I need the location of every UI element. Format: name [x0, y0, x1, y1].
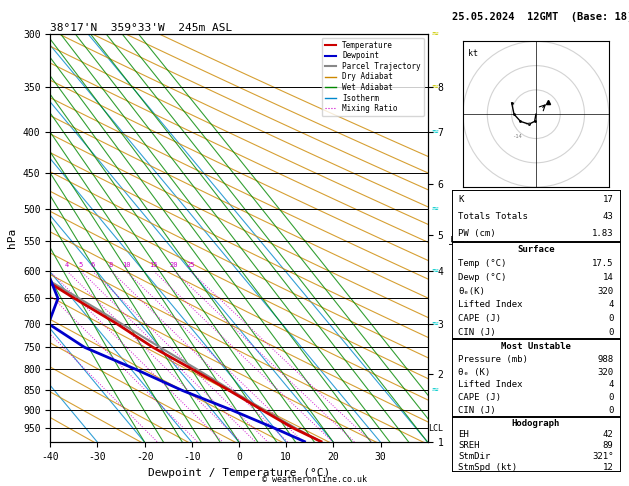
- Text: Lifted Index: Lifted Index: [459, 300, 523, 309]
- Text: 20: 20: [170, 262, 179, 268]
- Text: 1.83: 1.83: [592, 229, 613, 238]
- Text: 0: 0: [608, 393, 613, 402]
- Text: Lifted Index: Lifted Index: [459, 381, 523, 389]
- Text: StmDir: StmDir: [459, 451, 491, 461]
- Text: 0: 0: [608, 314, 613, 323]
- Text: K: K: [459, 195, 464, 204]
- Y-axis label: km
ASL: km ASL: [449, 229, 470, 247]
- Text: 4: 4: [608, 381, 613, 389]
- Text: Totals Totals: Totals Totals: [459, 212, 528, 221]
- Text: 320: 320: [598, 287, 613, 295]
- Text: 321°: 321°: [592, 451, 613, 461]
- Text: 6: 6: [91, 262, 94, 268]
- Text: 12: 12: [603, 463, 613, 471]
- Text: 4: 4: [65, 262, 69, 268]
- Text: 4: 4: [608, 300, 613, 309]
- Text: 15: 15: [150, 262, 158, 268]
- Text: ≈: ≈: [431, 82, 438, 92]
- Text: CIN (J): CIN (J): [459, 328, 496, 337]
- Text: 25.05.2024  12GMT  (Base: 18): 25.05.2024 12GMT (Base: 18): [452, 12, 629, 22]
- Y-axis label: hPa: hPa: [8, 228, 18, 248]
- Text: 0: 0: [608, 406, 613, 415]
- Text: 988: 988: [598, 355, 613, 364]
- Text: 43: 43: [603, 212, 613, 221]
- Text: CAPE (J): CAPE (J): [459, 314, 501, 323]
- Text: ≈: ≈: [431, 29, 438, 39]
- Text: 89: 89: [603, 441, 613, 450]
- Text: ≈: ≈: [431, 319, 438, 329]
- Text: -14: -14: [512, 134, 522, 139]
- Text: Hodograph: Hodograph: [512, 418, 560, 428]
- Text: -7: -7: [524, 122, 530, 127]
- Text: LCL: LCL: [428, 424, 443, 433]
- Text: ≈: ≈: [431, 385, 438, 395]
- Text: SREH: SREH: [459, 441, 480, 450]
- Text: EH: EH: [459, 430, 469, 438]
- Text: 10: 10: [121, 262, 130, 268]
- Legend: Temperature, Dewpoint, Parcel Trajectory, Dry Adiabat, Wet Adiabat, Isotherm, Mi: Temperature, Dewpoint, Parcel Trajectory…: [321, 38, 424, 116]
- X-axis label: Dewpoint / Temperature (°C): Dewpoint / Temperature (°C): [148, 468, 330, 478]
- Text: 17.5: 17.5: [592, 259, 613, 268]
- Text: 320: 320: [598, 367, 613, 377]
- Text: 14: 14: [603, 273, 613, 282]
- Text: 8: 8: [109, 262, 113, 268]
- Text: Dewp (°C): Dewp (°C): [459, 273, 507, 282]
- Text: ≈: ≈: [431, 204, 438, 214]
- Text: 0: 0: [608, 328, 613, 337]
- Text: 42: 42: [603, 430, 613, 438]
- Text: θₑ(K): θₑ(K): [459, 287, 485, 295]
- Text: Temp (°C): Temp (°C): [459, 259, 507, 268]
- Text: © weatheronline.co.uk: © weatheronline.co.uk: [262, 474, 367, 484]
- Text: 38°17'N  359°33'W  245m ASL: 38°17'N 359°33'W 245m ASL: [50, 23, 233, 33]
- Text: StmSpd (kt): StmSpd (kt): [459, 463, 518, 471]
- Text: 5: 5: [79, 262, 83, 268]
- Text: PW (cm): PW (cm): [459, 229, 496, 238]
- Text: Surface: Surface: [517, 245, 555, 254]
- Text: CIN (J): CIN (J): [459, 406, 496, 415]
- Text: 25: 25: [186, 262, 194, 268]
- Text: CAPE (J): CAPE (J): [459, 393, 501, 402]
- Text: kt: kt: [468, 49, 478, 58]
- Text: 17: 17: [603, 195, 613, 204]
- Text: ≈: ≈: [431, 266, 438, 276]
- Text: Mixing Ratio (g/kg): Mixing Ratio (g/kg): [473, 191, 482, 286]
- Text: θₑ (K): θₑ (K): [459, 367, 491, 377]
- Text: Pressure (mb): Pressure (mb): [459, 355, 528, 364]
- Text: Most Unstable: Most Unstable: [501, 342, 571, 351]
- Text: ≈: ≈: [431, 127, 438, 138]
